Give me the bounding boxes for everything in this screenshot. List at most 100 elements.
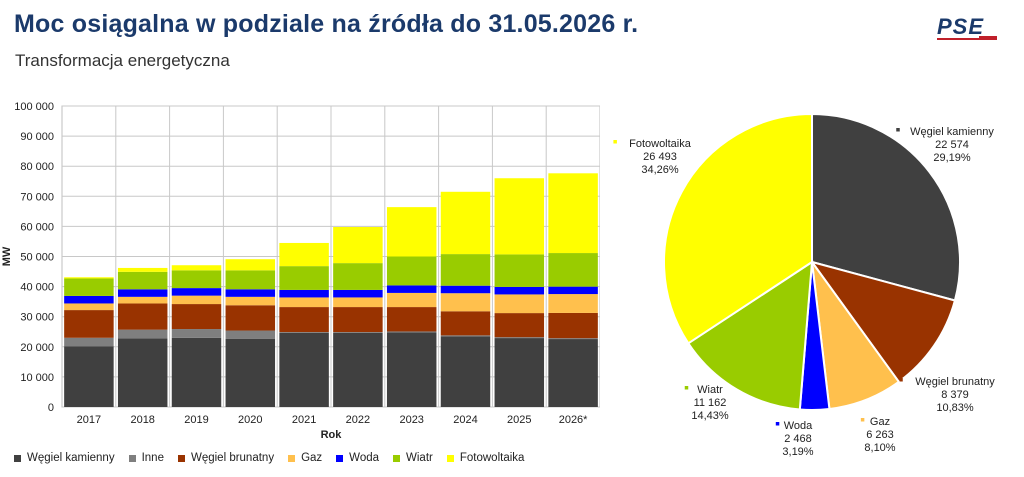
y-tick-label: 100 000 xyxy=(14,101,54,113)
bar-segment xyxy=(117,271,168,290)
x-axis-label: Rok xyxy=(321,429,343,441)
bar-segment xyxy=(279,332,329,333)
bar-segment xyxy=(117,289,168,297)
bar-segment xyxy=(494,286,545,295)
x-tick-label: 2019 xyxy=(184,414,208,426)
bar-segment xyxy=(548,312,598,339)
pie-label-percent: 3,19% xyxy=(782,446,813,458)
bar-segment xyxy=(117,267,168,272)
pie-label-name: Gaz xyxy=(870,416,890,428)
bar-segment xyxy=(333,227,383,264)
legend-swatch xyxy=(14,454,21,462)
bar-segment xyxy=(440,254,491,286)
bar-segment xyxy=(548,338,598,340)
page-subtitle: Transformacja energetyczna xyxy=(15,51,230,70)
legend-label: Wiatr xyxy=(406,452,433,464)
x-tick-label: 2022 xyxy=(346,414,370,426)
legend-swatch xyxy=(393,454,401,462)
legend-label: Węgiel kamienny xyxy=(27,452,115,464)
pie-label-percent: 10,83% xyxy=(936,402,974,414)
pie-label-marker xyxy=(899,378,903,382)
bar-segment xyxy=(279,297,329,308)
bar-segment xyxy=(440,191,491,255)
legend-item: Wiatr xyxy=(393,452,433,464)
bar-segment xyxy=(171,337,222,407)
pie-label-value: 8 379 xyxy=(941,389,969,401)
pse-logo: PSE xyxy=(937,14,997,40)
x-tick-label: 2017 xyxy=(77,414,101,426)
pie-label-percent: 8,10% xyxy=(864,442,895,454)
y-tick-label: 90 000 xyxy=(20,131,54,143)
y-tick-label: 80 000 xyxy=(20,161,54,173)
bar-segment xyxy=(548,253,598,287)
pie-label-marker xyxy=(684,386,689,390)
bar-segment xyxy=(279,266,329,290)
bar-segment xyxy=(333,263,383,290)
pie-label-value: 6 263 xyxy=(866,429,894,441)
legend-label: Woda xyxy=(349,452,380,464)
bar-segment xyxy=(117,329,168,339)
bar-segment xyxy=(225,270,276,290)
bar-segment xyxy=(225,330,276,339)
pie-label-marker xyxy=(896,128,900,132)
pie-label-name: Węgiel kamienny xyxy=(910,126,994,138)
bar-segment xyxy=(548,294,598,313)
pie-label-percent: 14,43% xyxy=(691,410,729,422)
bar-segment xyxy=(117,296,168,304)
bar-segment xyxy=(333,297,383,308)
bar-segment xyxy=(171,295,222,305)
bar-segment xyxy=(440,336,491,407)
legend-swatch xyxy=(336,454,344,462)
y-tick-label: 20 000 xyxy=(20,342,54,354)
legend-swatch xyxy=(288,454,296,462)
y-tick-label: 50 000 xyxy=(20,252,54,264)
bar-segment xyxy=(386,331,437,333)
bar-segment xyxy=(64,310,114,338)
legend-swatch xyxy=(128,454,136,462)
bar-segment xyxy=(548,339,598,407)
bar-segment xyxy=(386,285,437,293)
legend-label: Węgiel brunatny xyxy=(190,452,275,464)
legend-label: Fotowoltaika xyxy=(459,452,525,464)
bar-segment xyxy=(494,338,545,407)
bar-segment xyxy=(171,304,222,330)
bar-segment xyxy=(440,293,491,312)
x-tick-label: 2026* xyxy=(559,414,588,426)
pie-label-value: 22 574 xyxy=(935,139,969,151)
bar-segment xyxy=(117,303,168,330)
bar-segment xyxy=(333,307,383,333)
y-tick-label: 30 000 xyxy=(20,312,54,324)
x-tick-label: 2023 xyxy=(399,414,423,426)
bar-segment xyxy=(64,346,114,407)
pie-label-name: Fotowoltaika xyxy=(629,138,692,150)
stacked-bar-chart: 0 10 000 20 000 30 000 40 000 50 000 60 000 70 … xyxy=(1,101,600,441)
pie-label-value: 2 468 xyxy=(784,433,812,445)
y-tick-label: 0 xyxy=(48,402,54,414)
legend-label: Inne xyxy=(141,452,164,464)
bar-segment xyxy=(333,289,383,298)
legend-item: Gaz xyxy=(288,452,322,464)
bar-segment xyxy=(440,285,491,294)
bar-segment xyxy=(494,294,545,314)
bar-segment xyxy=(494,178,545,255)
bar-segment xyxy=(225,296,276,306)
pie-label-percent: 34,26% xyxy=(641,164,679,176)
legend-item: Fotowoltaika xyxy=(446,452,525,464)
y-axis-label: MW xyxy=(1,246,13,266)
bar-segment xyxy=(64,277,114,279)
bar-segment xyxy=(64,295,114,304)
bar-segment xyxy=(64,337,114,347)
legend-item: Woda xyxy=(336,452,379,464)
bar-segment xyxy=(64,303,114,311)
x-tick-label: 2018 xyxy=(130,414,154,426)
bar-segment xyxy=(171,270,222,289)
bar-segment xyxy=(225,289,276,297)
bar-segment xyxy=(494,254,545,287)
pie-label-marker xyxy=(860,418,865,422)
x-tick-label: 2024 xyxy=(453,414,477,426)
svg-text:PSE: PSE xyxy=(937,14,984,39)
pie-label-percent: 29,19% xyxy=(933,152,971,164)
legend-swatch xyxy=(446,454,454,462)
bar-segment xyxy=(279,289,329,298)
y-tick-label: 10 000 xyxy=(20,372,54,384)
